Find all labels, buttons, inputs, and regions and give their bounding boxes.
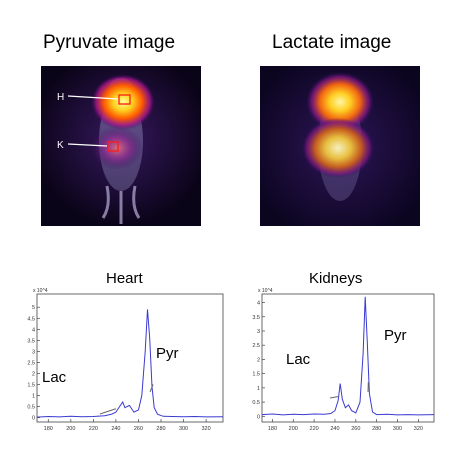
heart-roi <box>118 94 131 105</box>
pyruvate-image-title: Pyruvate image <box>43 32 176 53</box>
heart-x-tick-label: 200 <box>66 426 75 432</box>
kidneys-y-tick-label: 3.5 <box>252 315 260 321</box>
kidneys-y-tick-label: 4 <box>257 301 260 307</box>
heart-plot-area <box>36 293 224 423</box>
kidneys-plot-area <box>261 293 435 423</box>
heart-y-tick-label: 3 <box>32 349 35 355</box>
kidney-marker-label: K <box>57 140 64 151</box>
kidneys-spectrum-chart: 0 0.5 1 1.5 2 2.5 3 3.5 4 x 10^4 180 200 220 240 260 28… <box>252 288 435 432</box>
kidneys-x-tick-label: 220 <box>310 426 319 432</box>
heart-y-tick-label: 5 <box>32 305 35 311</box>
heart-y-tick-label: 4.5 <box>27 316 35 322</box>
heart-spectrum-line <box>36 309 224 418</box>
kidneys-y-tick-label: 1.5 <box>252 372 260 378</box>
heart-annotation-pyr: Pyr <box>156 345 179 362</box>
heart-y-tick-label: 0.5 <box>27 405 35 411</box>
heart-x-tick-label: 320 <box>201 426 210 432</box>
heart-marker-label: H <box>57 92 64 103</box>
kidneys-y-tick-label: 0 <box>257 414 260 420</box>
heart-y-tick-label: 3.5 <box>27 338 35 344</box>
heart-spectrum-chart: 0 0.5 1 1.5 2 2.5 3 3.5 4 4.5 5 x 10^4 180 200 220 240 2… <box>27 288 224 432</box>
heart-x-tick-label: 280 <box>156 426 165 432</box>
kidneys-y-tick-label: 3 <box>257 329 260 335</box>
kidneys-y-tick-label: 2.5 <box>252 343 260 349</box>
heart-annotation-pointer <box>149 384 154 393</box>
kidneys-annotation-pointer <box>329 395 340 399</box>
kidneys-x-tick-label: 320 <box>414 426 423 432</box>
kidneys-annotation-pyr: Pyr <box>384 327 407 344</box>
heart-x-tick-label: 260 <box>134 426 143 432</box>
kidneys-x-tick-label: 180 <box>268 426 277 432</box>
kidneys-x-tick-label: 260 <box>351 426 360 432</box>
heart-chart-title: Heart <box>106 270 143 287</box>
kidneys-x-tick-label: 280 <box>372 426 381 432</box>
kidneys-y-tick-label: 1 <box>257 386 260 392</box>
heart-y-tick-label: 1.5 <box>27 382 35 388</box>
heart-x-tick-label: 240 <box>111 426 120 432</box>
kidneys-x-tick-label: 240 <box>330 426 339 432</box>
heart-y-multiplier: x 10^4 <box>33 288 48 294</box>
kidneys-x-tick-label: 300 <box>393 426 402 432</box>
heart-y-tick-label: 0 <box>32 416 35 422</box>
heart-y-tick-label: 2.5 <box>27 360 35 366</box>
heart-y-tick-label: 1 <box>32 394 35 400</box>
kidneys-chart-title: Kidneys <box>309 270 363 287</box>
kidney-roi <box>107 141 119 152</box>
kidneys-y-tick-label: 2 <box>257 357 260 363</box>
lactate-image <box>260 66 420 226</box>
kidneys-y-tick-label: 0.5 <box>252 400 260 406</box>
kidneys-x-tick-label: 200 <box>289 426 298 432</box>
heart-y-tick-label: 2 <box>32 371 35 377</box>
heart-annotation-lac: Lac <box>42 369 67 386</box>
pyruvate-image: H K <box>41 66 201 226</box>
kidneys-spectrum-line <box>261 296 435 416</box>
lactate-image-title: Lactate image <box>272 32 392 53</box>
heart-x-tick-label: 220 <box>89 426 98 432</box>
heart-annotation-pointer <box>99 408 117 415</box>
heart-x-tick-label: 300 <box>179 426 188 432</box>
heart-x-tick-label: 180 <box>44 426 53 432</box>
kidneys-annotation-lac: Lac <box>286 351 311 368</box>
kidneys-y-multiplier: x 10^4 <box>258 288 273 294</box>
heart-y-tick-label: 4 <box>32 327 35 333</box>
